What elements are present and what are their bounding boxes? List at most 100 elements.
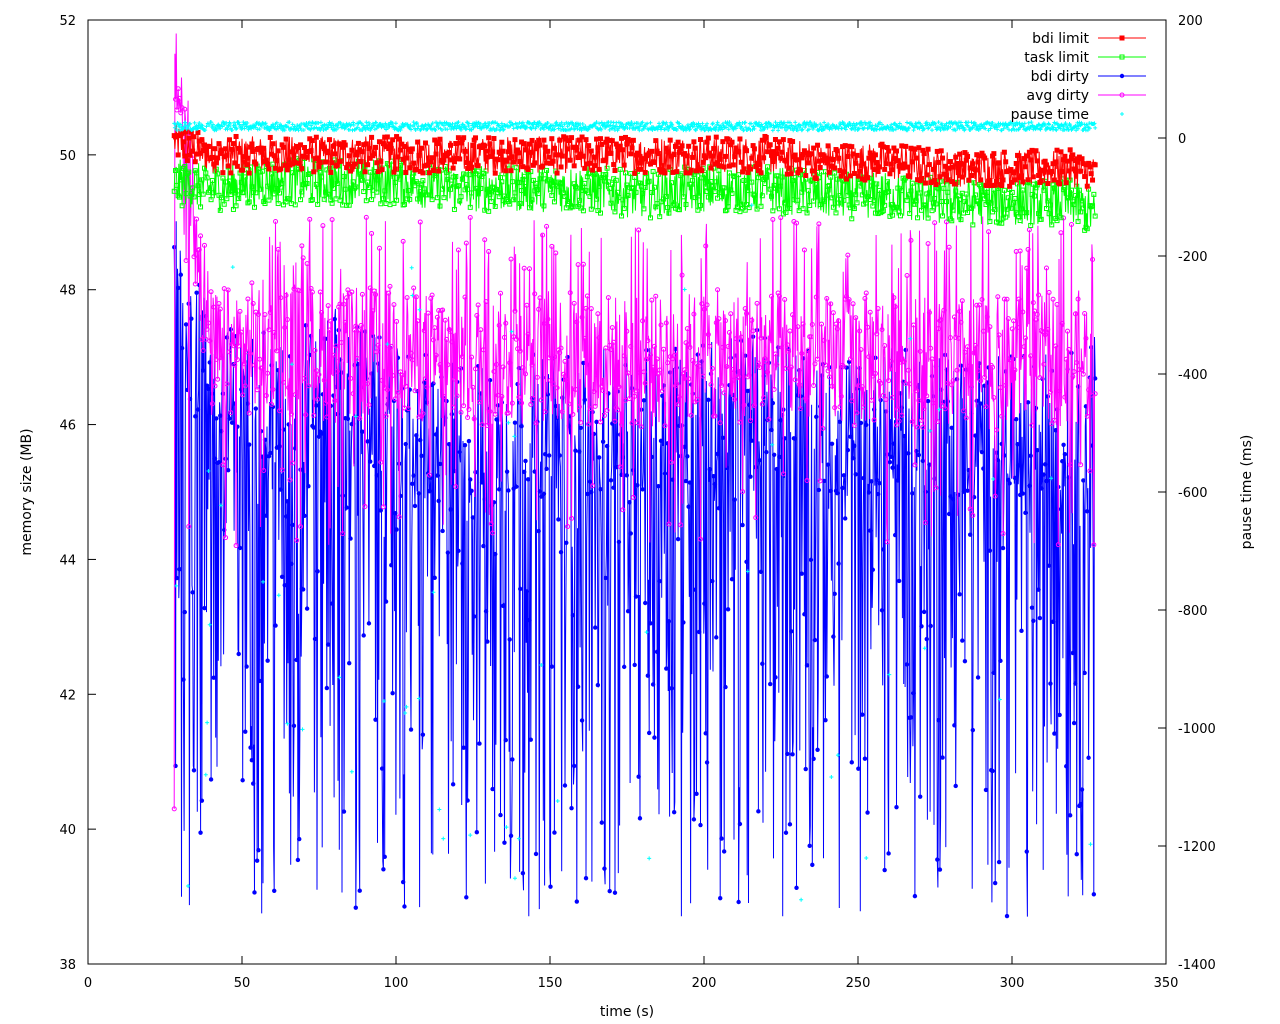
pause-time-point bbox=[907, 125, 912, 130]
bdi-limit-point bbox=[780, 137, 786, 143]
bdi-limit-point bbox=[649, 148, 655, 154]
bdi-limit-point bbox=[315, 155, 321, 161]
pause-time-point bbox=[726, 127, 731, 132]
bdi-dirty-point bbox=[861, 475, 866, 481]
pause-time-point bbox=[751, 124, 756, 129]
avg-dirty-point bbox=[759, 401, 765, 407]
pause-time-point bbox=[1017, 121, 1022, 126]
bdi-limit-point bbox=[940, 155, 946, 161]
avg-dirty-point bbox=[678, 522, 684, 528]
task-limit-point bbox=[749, 179, 755, 185]
task-limit-point bbox=[930, 200, 936, 206]
task-limit-point bbox=[1067, 177, 1073, 183]
avg-dirty-point bbox=[282, 325, 288, 331]
task-limit-point bbox=[726, 170, 732, 176]
task-limit-point bbox=[953, 188, 959, 194]
pause-time-point bbox=[469, 127, 474, 132]
bdi-dirty-point bbox=[867, 528, 873, 533]
bdi-dirty-point bbox=[1024, 849, 1029, 854]
pause-time-point bbox=[987, 121, 992, 126]
task-limit-point bbox=[1046, 211, 1052, 217]
avg-dirty-point bbox=[861, 404, 867, 410]
avg-dirty-point bbox=[344, 295, 350, 301]
avg-dirty-point bbox=[248, 351, 254, 357]
task-limit-point bbox=[545, 178, 551, 184]
bdi-limit-point bbox=[426, 170, 432, 176]
avg-dirty-point bbox=[788, 364, 794, 370]
task-limit-point bbox=[171, 188, 177, 194]
bdi-dirty-point bbox=[1050, 619, 1056, 624]
task-limit-point bbox=[1088, 204, 1094, 210]
bdi-limit-point bbox=[967, 165, 973, 171]
task-limit-point bbox=[359, 177, 365, 183]
avg-dirty-point bbox=[926, 310, 932, 316]
avg-dirty-point bbox=[579, 314, 585, 320]
avg-dirty-point bbox=[498, 290, 504, 296]
bdi-dirty-point bbox=[908, 715, 914, 720]
bdi-limit-point bbox=[837, 168, 843, 174]
task-limit-point bbox=[988, 200, 994, 206]
pause-time-point bbox=[647, 856, 652, 861]
bdi-dirty-point bbox=[247, 442, 252, 447]
avg-dirty-point bbox=[849, 398, 855, 404]
pause-time-point bbox=[259, 123, 264, 128]
avg-dirty-point bbox=[558, 345, 564, 351]
task-limit-point bbox=[1008, 205, 1014, 211]
avg-dirty-point bbox=[697, 536, 703, 542]
task-limit-point bbox=[199, 177, 205, 183]
task-limit-point bbox=[941, 185, 947, 191]
pause-time-point bbox=[285, 721, 290, 726]
avg-dirty-point bbox=[463, 240, 469, 246]
avg-dirty-point bbox=[970, 512, 976, 518]
bdi-dirty-point bbox=[704, 760, 710, 765]
task-limit-point bbox=[633, 189, 639, 195]
task-limit-point bbox=[233, 203, 239, 209]
pause-time-point bbox=[610, 126, 615, 131]
bdi-dirty-point bbox=[548, 884, 553, 889]
task-limit-point bbox=[828, 174, 834, 180]
pause-time-point bbox=[287, 120, 292, 125]
bdi-dirty-point bbox=[583, 875, 589, 881]
pause-time-point bbox=[274, 120, 279, 125]
avg-dirty-point bbox=[905, 367, 911, 373]
pause-time-point bbox=[737, 120, 742, 125]
bdi-dirty-point bbox=[1082, 670, 1087, 676]
bdi-limit-point bbox=[628, 151, 634, 157]
bdi-dirty-point bbox=[174, 575, 180, 581]
avg-dirty-point bbox=[1021, 344, 1027, 350]
bdi-limit-point bbox=[924, 172, 930, 178]
bdi-dirty-point bbox=[621, 664, 627, 670]
bdi-dirty-point bbox=[345, 416, 351, 421]
pause-time-point bbox=[926, 126, 931, 131]
task-limit-point bbox=[449, 181, 455, 187]
pause-time-point bbox=[398, 128, 403, 133]
task-limit-point bbox=[313, 181, 319, 187]
avg-dirty-point bbox=[524, 302, 530, 308]
bdi-limit-point bbox=[1049, 168, 1055, 174]
bdi-limit-point bbox=[525, 167, 531, 173]
avg-dirty-point bbox=[286, 385, 292, 391]
pause-time-point bbox=[826, 122, 831, 127]
bdi-dirty-point bbox=[895, 478, 901, 483]
avg-dirty-point bbox=[774, 362, 780, 368]
pause-time-point bbox=[829, 774, 834, 779]
pause-time-point bbox=[749, 121, 754, 126]
avg-dirty-point bbox=[191, 254, 197, 260]
pause-time-point bbox=[939, 121, 944, 126]
bdi-limit-point bbox=[733, 145, 739, 151]
avg-dirty-point bbox=[370, 308, 376, 314]
bdi-limit-point bbox=[741, 166, 747, 172]
bdi-dirty-point bbox=[714, 635, 719, 640]
pause-time-point bbox=[1068, 124, 1073, 129]
pause-time-point bbox=[559, 120, 564, 125]
bdi-limit-point bbox=[576, 137, 582, 143]
avg-dirty-point bbox=[1071, 369, 1077, 375]
bdi-limit-point bbox=[829, 163, 835, 169]
task-limit-point bbox=[629, 186, 635, 192]
bdi-limit-point bbox=[1070, 152, 1076, 158]
task-limit-point bbox=[367, 169, 373, 175]
bdi-limit-point bbox=[1067, 147, 1073, 153]
bdi-dirty-point bbox=[848, 434, 853, 439]
bdi-limit-point bbox=[376, 139, 382, 145]
pause-time-point bbox=[989, 123, 994, 128]
